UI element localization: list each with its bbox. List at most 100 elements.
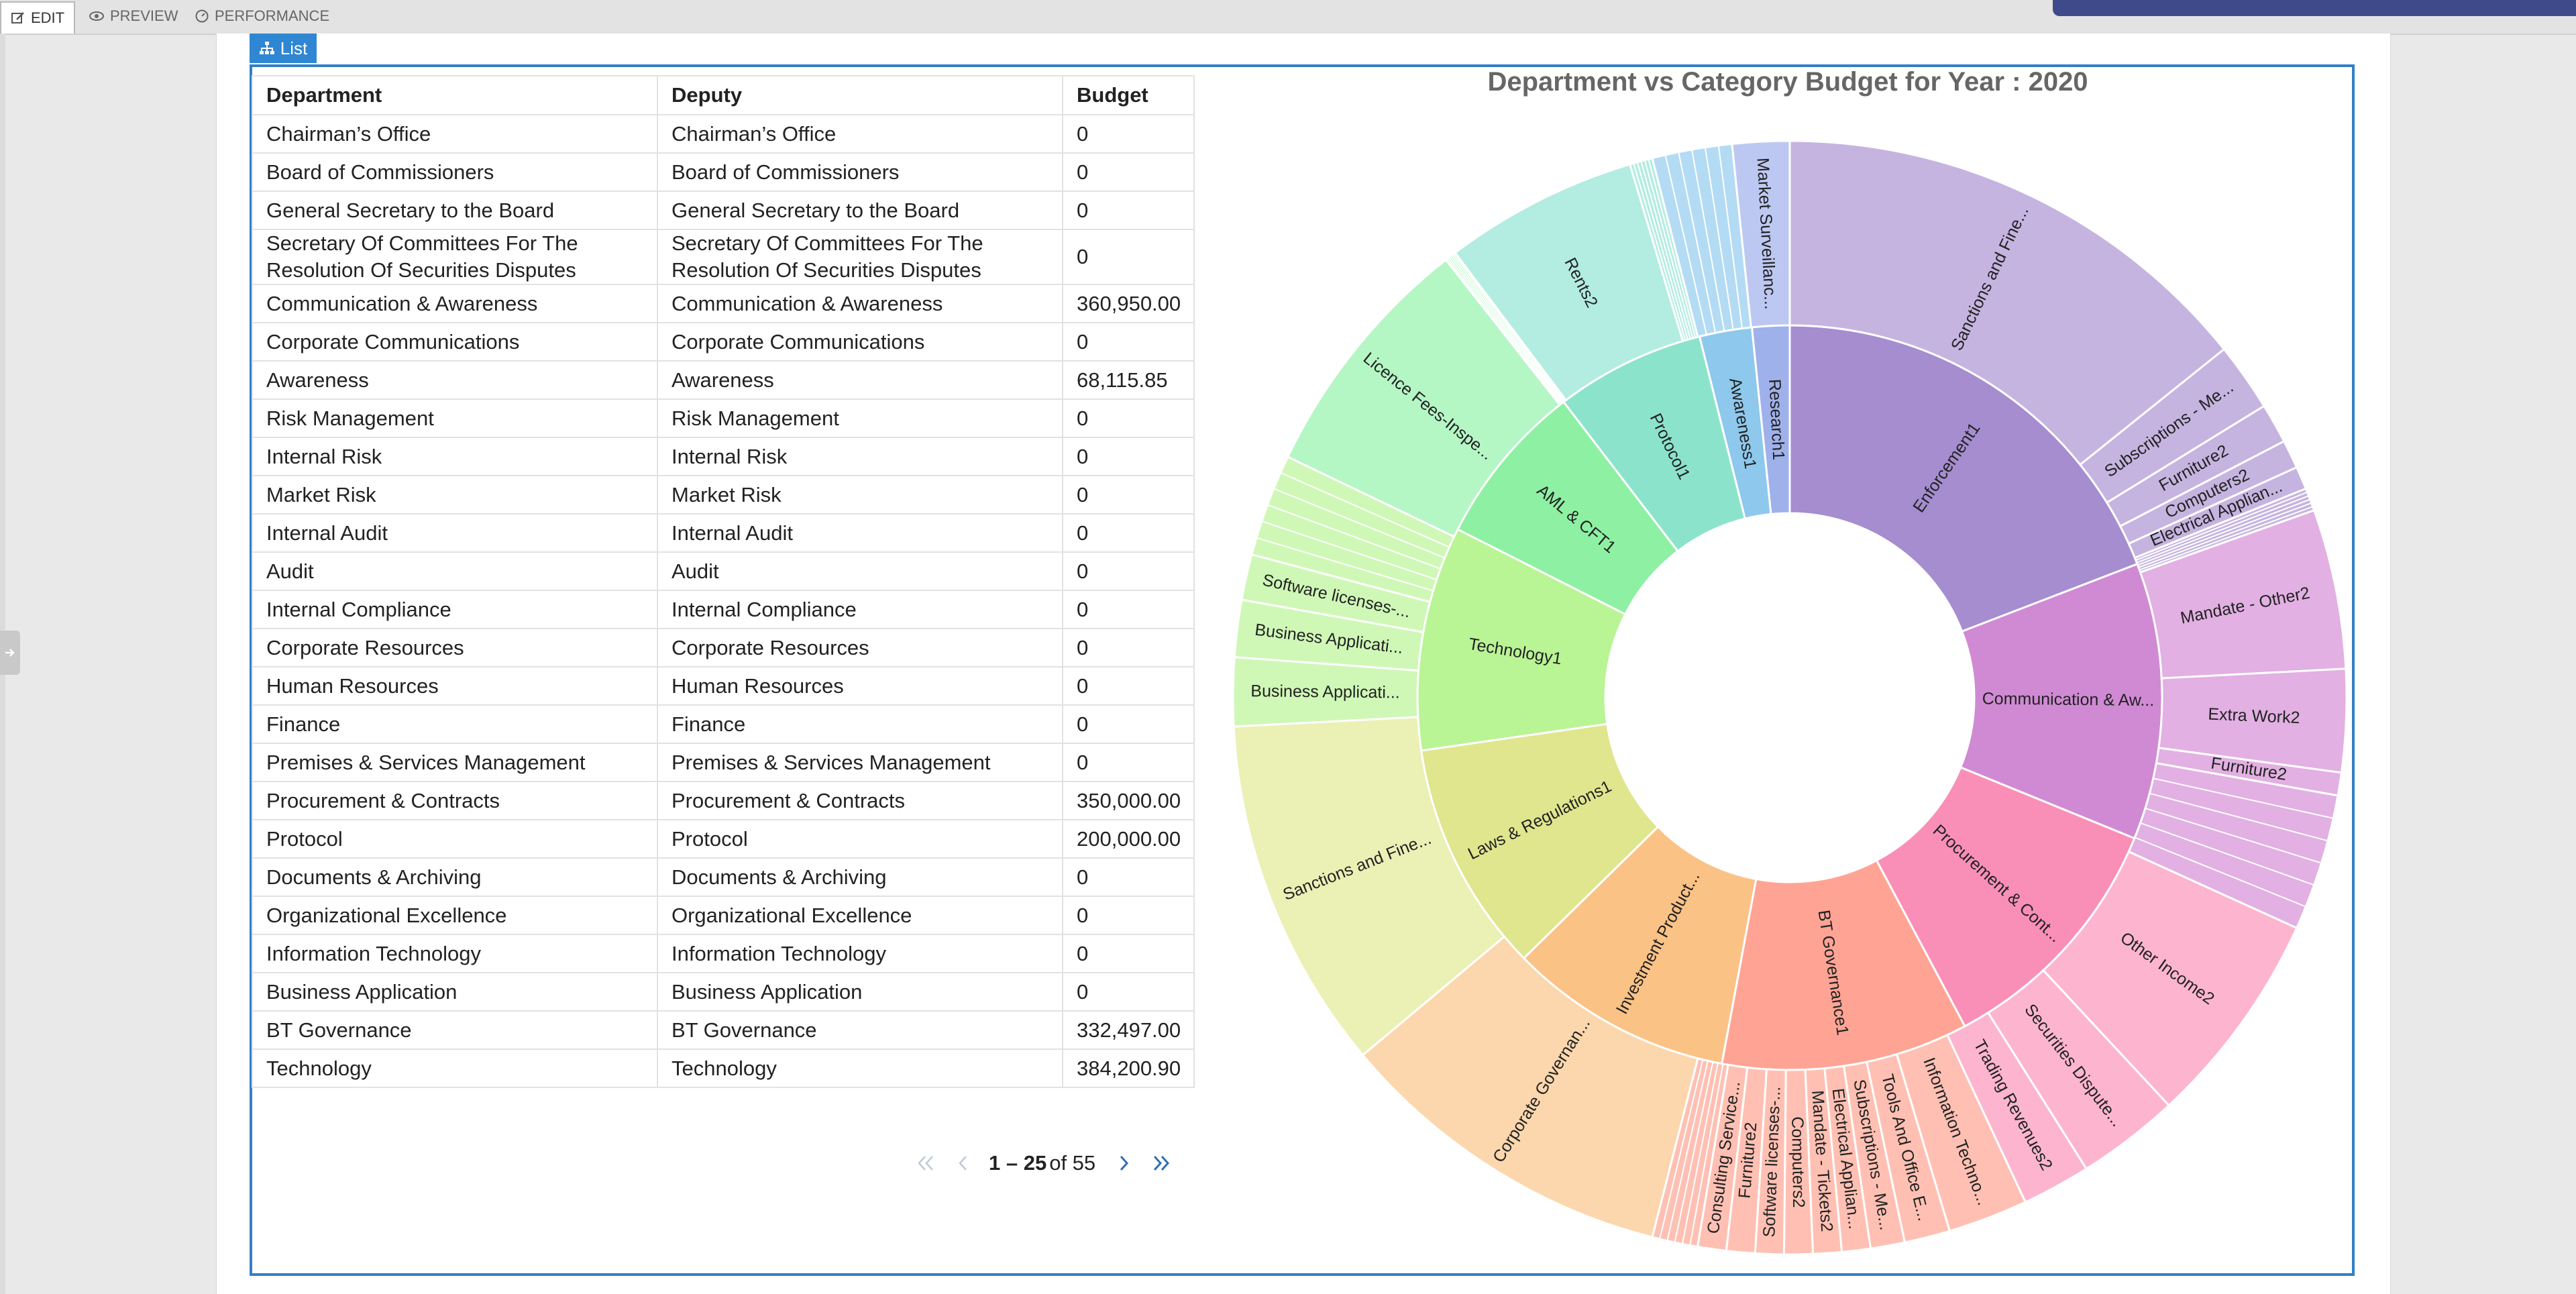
- sidebar-toggle-handle[interactable]: [0, 631, 20, 675]
- tab-performance-label: PERFORMANCE: [215, 7, 330, 24]
- gauge-icon: [195, 9, 209, 23]
- tab-preview-label: PREVIEW: [110, 7, 178, 24]
- cell-deputy: BT Governance: [657, 1010, 1063, 1050]
- cell-budget: 0: [1062, 513, 1195, 553]
- cell-department: Corporate Communications: [252, 322, 658, 362]
- tab-edit[interactable]: EDIT: [0, 1, 76, 34]
- table-row[interactable]: BT Governance BT Governance 332,497.00: [252, 1010, 1195, 1050]
- cell-department: Risk Management: [252, 398, 658, 438]
- cell-budget: 0: [1062, 398, 1195, 438]
- table-row[interactable]: Board of Commissioners Board of Commissio…: [252, 152, 1195, 192]
- table-row[interactable]: Information Technology Information Techno…: [252, 934, 1195, 973]
- cell-budget: 0: [1062, 551, 1195, 591]
- cell-department: Procurement & Contracts: [252, 781, 658, 820]
- cell-deputy: Corporate Resources: [657, 628, 1063, 667]
- cell-budget: 0: [1062, 322, 1195, 362]
- cell-department: Documents & Archiving: [252, 857, 658, 897]
- cell-department: Human Resources: [252, 666, 658, 706]
- table-row[interactable]: Market Risk Market Risk 0: [252, 475, 1195, 515]
- cell-budget: 0: [1062, 666, 1195, 706]
- cell-deputy: General Secretary to the Board: [657, 191, 1063, 230]
- table-row[interactable]: Internal Compliance Internal Compliance 0: [252, 590, 1195, 629]
- tab-preview[interactable]: PREVIEW: [79, 1, 187, 31]
- table-row[interactable]: Corporate Communications Corporate Commun…: [252, 322, 1195, 362]
- cell-deputy: Internal Compliance: [657, 590, 1063, 629]
- sunburst-outer-slice[interactable]: [1788, 140, 2226, 466]
- table-row[interactable]: General Secretary to the Board General Se…: [252, 191, 1195, 230]
- tab-performance[interactable]: PERFORMANCE: [185, 1, 339, 31]
- column-header-budget[interactable]: Budget: [1062, 75, 1195, 115]
- table-row[interactable]: Internal Risk Internal Risk 0: [252, 437, 1195, 476]
- table-row[interactable]: Technology Technology 384,200.90: [252, 1048, 1195, 1088]
- cell-budget: 332,497.00: [1062, 1010, 1195, 1050]
- cell-department: Awareness: [252, 360, 658, 400]
- cell-department: Information Technology: [252, 934, 658, 973]
- cell-deputy: Finance: [657, 704, 1063, 744]
- table-row[interactable]: Awareness Awareness 68,115.85: [252, 360, 1195, 400]
- column-header-deputy[interactable]: Deputy: [657, 75, 1063, 115]
- cell-budget: 0: [1062, 628, 1195, 667]
- cell-department: Market Risk: [252, 475, 658, 515]
- last-page-button[interactable]: [1142, 1144, 1180, 1182]
- cell-budget: 200,000.00: [1062, 819, 1195, 859]
- cell-deputy: Technology: [657, 1048, 1063, 1088]
- cell-deputy: Risk Management: [657, 398, 1063, 438]
- first-page-button[interactable]: [907, 1144, 945, 1182]
- table-row[interactable]: Procurement & Contracts Procurement & Con…: [252, 781, 1195, 820]
- cell-deputy: Audit: [657, 551, 1063, 591]
- column-header-department[interactable]: Department: [252, 75, 658, 115]
- edit-icon: [11, 12, 24, 23]
- cell-deputy: Corporate Communications: [657, 322, 1063, 362]
- table-row[interactable]: Finance Finance 0: [252, 704, 1195, 744]
- cell-deputy: Protocol: [657, 819, 1063, 859]
- cell-deputy: Board of Commissioners: [657, 152, 1063, 192]
- table-row[interactable]: Secretary Of Committees For The Resoluti…: [252, 229, 1195, 285]
- cell-department: Secretary Of Committees For The Resoluti…: [252, 229, 658, 285]
- cell-department: Organizational Excellence: [252, 896, 658, 935]
- table-row[interactable]: Communication & Awareness Communication &…: [252, 284, 1195, 323]
- tab-edit-label: EDIT: [31, 9, 65, 26]
- table-row[interactable]: Internal Audit Internal Audit 0: [252, 513, 1195, 553]
- cell-budget: 384,200.90: [1062, 1048, 1195, 1088]
- cell-budget: 68,115.85: [1062, 360, 1195, 400]
- cell-deputy: Procurement & Contracts: [657, 781, 1063, 820]
- sunburst-outer-slice[interactable]: [1731, 140, 1791, 329]
- cell-department: Board of Commissioners: [252, 152, 658, 192]
- cell-budget: 0: [1062, 934, 1195, 973]
- cell-department: BT Governance: [252, 1010, 658, 1050]
- table-row[interactable]: Protocol Protocol 200,000.00: [252, 819, 1195, 859]
- table-row[interactable]: Chairman’s Office Chairman’s Office 0: [252, 114, 1195, 154]
- cell-department: Business Application: [252, 972, 658, 1012]
- cell-department: Chairman’s Office: [252, 114, 658, 154]
- cell-department: General Secretary to the Board: [252, 191, 658, 230]
- cell-department: Communication & Awareness: [252, 284, 658, 323]
- cell-department: Finance: [252, 704, 658, 744]
- cell-department: Protocol: [252, 819, 658, 859]
- table-row[interactable]: Organizational Excellence Organizational …: [252, 896, 1195, 935]
- cell-deputy: Documents & Archiving: [657, 857, 1063, 897]
- cell-deputy: Business Application: [657, 972, 1063, 1012]
- table-row[interactable]: Business Application Business Application…: [252, 972, 1195, 1012]
- next-page-button[interactable]: [1105, 1144, 1142, 1182]
- cell-department: Internal Audit: [252, 513, 658, 553]
- previous-page-button[interactable]: [945, 1144, 982, 1182]
- table-row[interactable]: Premises & Services Management Premises &…: [252, 743, 1195, 782]
- table-row[interactable]: Corporate Resources Corporate Resources 0: [252, 628, 1195, 667]
- cell-deputy: Human Resources: [657, 666, 1063, 706]
- arrow-right-icon: [5, 649, 15, 657]
- cell-department: Technology: [252, 1048, 658, 1088]
- table-row[interactable]: Documents & Archiving Documents & Archivi…: [252, 857, 1195, 897]
- cell-budget: 0: [1062, 191, 1195, 230]
- table-row[interactable]: Audit Audit 0: [252, 551, 1195, 591]
- cell-deputy: Market Risk: [657, 475, 1063, 515]
- cell-budget: 0: [1062, 229, 1195, 285]
- table-header-row: Department Deputy Budget: [252, 75, 1195, 115]
- hierarchy-icon: [259, 42, 274, 54]
- list-panel-tab[interactable]: List: [250, 34, 317, 63]
- double-chevron-left-icon: [918, 1156, 933, 1171]
- table-row[interactable]: Risk Management Risk Management 0: [252, 398, 1195, 438]
- double-chevron-right-icon: [1154, 1155, 1170, 1171]
- cell-deputy: Secretary Of Committees For The Resoluti…: [657, 229, 1063, 285]
- table-row[interactable]: Human Resources Human Resources 0: [252, 666, 1195, 706]
- chevron-right-icon: [1120, 1155, 1129, 1171]
